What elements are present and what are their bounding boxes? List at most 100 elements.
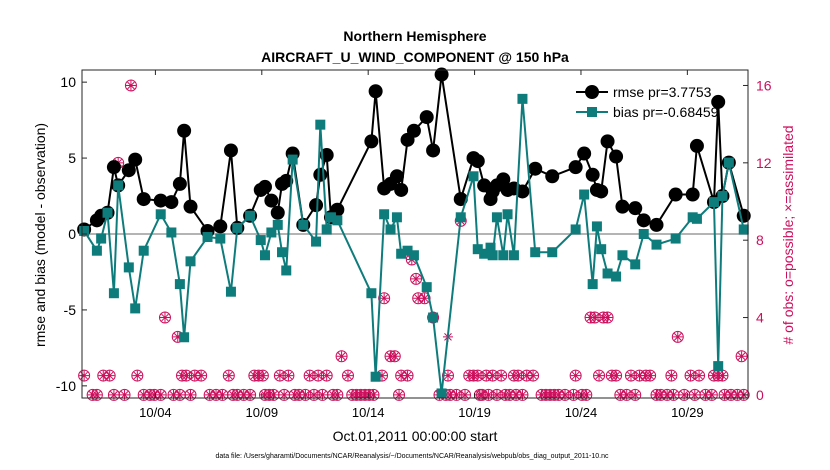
rmse-point [600,134,615,149]
obs-count-point [667,388,680,401]
bias-point [596,244,607,255]
bias-point [174,279,185,290]
rmse-point [649,217,664,232]
bias-point [311,236,322,247]
rmse-point [177,123,192,138]
obs-possible-marker [222,369,235,382]
obs-assimilated-marker [719,389,730,400]
obs-count-point [244,388,257,401]
obs-assimilated-marker [621,389,632,400]
obs-possible-marker [103,369,116,382]
rmse-point [389,169,404,184]
bias-point [225,286,236,297]
y2-tick-label: 12 [756,155,772,171]
obs-possible-marker [705,388,718,401]
chart-title: Northern Hemisphere [343,28,486,44]
obs-count-point [610,369,623,382]
x-tick-label: 10/04 [139,405,172,420]
obs-assimilated-marker [185,389,196,400]
rmse-point [628,201,643,216]
rmse-point [309,198,324,213]
bias-point [185,256,196,267]
rmse-point [615,199,630,214]
bias-point [96,233,107,244]
obs-possible-marker [593,369,606,382]
bias-point [245,210,256,221]
obs-assimilated-marker [700,389,711,400]
obs-count-point [401,369,414,382]
bias-point [579,189,590,200]
bias-point [155,209,166,220]
bias-point [321,224,332,235]
bias-point [123,262,134,273]
obs-assimilated-marker [472,370,483,381]
y2-tick-label: 0 [756,387,764,403]
obs-assimilated-marker [321,370,332,381]
obs-possible-marker [78,369,91,382]
obs-assimilated-marker [736,351,747,362]
obs-assimilated-marker [725,389,736,400]
obs-assimilated-marker [589,312,600,323]
rmse-point [106,160,121,175]
obs-assimilated-marker [313,370,324,381]
y-tick-label: -10 [56,378,76,394]
y-axis-label: rmse and bias (model - observation) [32,123,48,347]
obs-assimilated-marker [625,370,636,381]
obs-assimilated-marker [602,312,613,323]
rmse-point [496,172,511,187]
obs-count-point [601,311,614,324]
bias-point [402,245,413,256]
bias-point [391,212,402,223]
obs-assimilated-marker [487,370,498,381]
rmse-point [689,138,704,153]
rmse-point [636,213,651,228]
obs-assimilated-marker [504,389,515,400]
bias-point [108,288,119,299]
obs-assimilated-marker [630,389,641,400]
obs-count-point [688,388,701,401]
obs-assimilated-marker [294,389,305,400]
obs-assimilated-marker [413,293,424,304]
obs-assimilated-marker [132,370,143,381]
obs-count-point [256,369,269,382]
rmse-point [153,193,168,208]
obs-possible-marker [90,388,103,401]
bias-point [468,171,479,182]
y-tick-label: 5 [68,150,76,166]
bias-point [638,229,649,239]
obs-assimilated-marker [379,293,390,304]
y2-tick-label: 16 [756,77,772,93]
rmse-point [426,143,441,158]
obs-assimilated-marker [155,389,166,400]
y-tick-label: -5 [64,302,77,318]
bias-point [287,154,298,165]
obs-assimilated-marker [689,389,700,400]
legend-entry-bias: bias pr=-0.68459 [576,104,719,120]
bias-point [179,332,190,343]
data-file-footnote: data file: /Users/gharamti/Documents/NCA… [215,453,609,460]
y2-tick-label: 8 [756,232,764,248]
obs-possible-marker [118,388,131,401]
bias-point [611,271,622,282]
obs-possible-marker [495,369,508,382]
bias-point [472,244,483,255]
bias-point [436,388,447,399]
obs-count-point [418,292,431,305]
obs-assimilated-marker [511,389,522,400]
obs-assimilated-marker [196,370,207,381]
obs-assimilated-marker [560,389,571,400]
obs-assimilated-marker [217,389,228,400]
obs-possible-marker [335,350,348,363]
obs-assimilated-marker [223,370,234,381]
obs-possible-marker [282,369,295,382]
obs-possible-marker [693,369,706,382]
obs-count-point [705,388,718,401]
obs-assimilated-marker [634,370,645,381]
rmse-point [136,192,151,207]
obs-count-point [131,369,144,382]
bias-point [630,259,641,270]
obs-possible-marker [331,388,344,401]
bias-point [530,247,541,258]
legend-bias-label: bias pr=-0.68459 [613,104,719,120]
